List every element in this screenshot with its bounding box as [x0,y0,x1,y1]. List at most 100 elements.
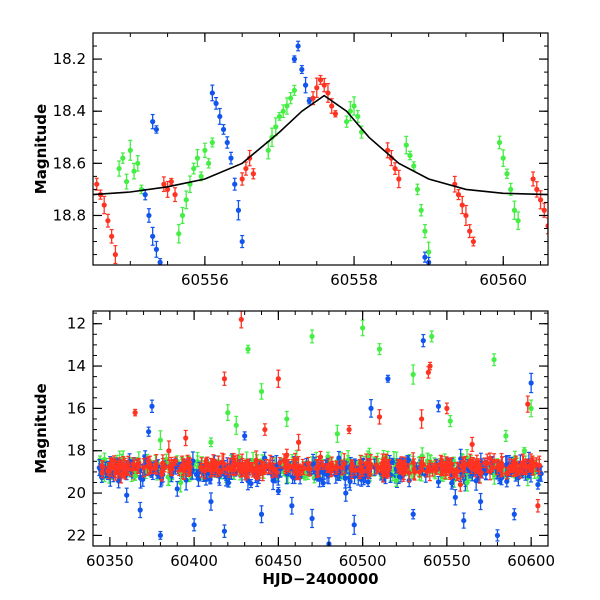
x-tick-label: 60600 [507,552,555,570]
data-point-green [422,223,428,239]
data-point-green [225,404,231,422]
data-point-red [412,463,418,481]
data-point-blue [494,529,501,542]
data-point-red [239,172,245,186]
y-axis-label: Magnitude [32,383,50,473]
y-tick-label: 18 [67,442,86,460]
data-point-red [125,461,131,476]
plot-area [93,40,548,265]
data-point-green [403,135,409,155]
data-point-red [349,461,355,480]
data-point-green [135,155,141,172]
data-point-blue [209,84,215,102]
x-tick-label: 60500 [339,552,387,570]
data-point-green [503,429,509,442]
data-point-blue [528,372,534,394]
data-point-green [347,101,353,122]
data-point-red [221,371,228,386]
data-point-red [462,455,468,474]
x-tick-label: 60400 [170,552,218,570]
data-point-red [295,433,302,451]
data-point-blue [157,258,163,265]
data-point-red [520,453,526,474]
axes: 60350 60400 60450 60500 60550 60600 12 14 16 18 20… [67,311,555,570]
data-point-green [407,150,413,161]
data-point-green [132,471,138,481]
data-point-red [183,429,189,447]
data-point-red [358,454,364,470]
data-point-red [346,425,352,435]
data-point-green [209,137,215,148]
data-point-red [536,455,542,475]
data-point-green [515,211,521,231]
data-point-red [310,91,316,106]
data-point-red [388,149,394,167]
plot-frame [92,32,549,266]
data-point-green [418,204,424,217]
x-tick-label: 60450 [255,552,303,570]
data-point-green [334,424,340,443]
data-point-red [459,195,465,215]
data-point-green [265,141,271,160]
data-point-green [157,430,164,451]
y-tick-label: 16 [67,399,86,417]
data-point-red [286,458,292,473]
data-point-red [99,467,105,479]
data-point-red [376,409,383,425]
data-point-red [321,77,327,93]
data-point-red [181,459,187,473]
data-point-red [440,467,446,476]
data-point-red [202,462,208,480]
data-point-blue [124,487,130,503]
data-point-red [262,423,268,436]
data-point-green [528,399,534,418]
data-point-red [294,464,301,481]
data-point-blue [452,489,458,506]
x-tick-label: 60350 [86,552,134,570]
data-point-red [109,228,115,244]
data-point-blue [153,125,160,134]
data-point-red [112,245,118,265]
data-point-green [504,168,510,179]
data-point-blue [535,479,541,490]
data-point-green [116,160,122,177]
data-point-red [499,456,505,475]
data-point-blue [368,399,374,418]
data-point-red [473,466,479,474]
data-point-red [400,465,406,482]
data-point-green [491,353,497,367]
data-point-red [107,458,113,471]
data-point-green [276,112,283,121]
x-axis-label: HJD−2400000 [262,570,378,588]
data-point-red [334,463,340,472]
data-point-red [341,453,347,474]
data-point-green [447,414,453,428]
data-point-green [393,473,399,487]
data-point-red [510,463,516,472]
data-point-green [410,364,416,385]
data-point-red [454,461,460,482]
data-point-red [172,187,178,203]
data-point-red [254,461,260,478]
data-point-green [127,139,133,161]
data-point-red [170,458,176,471]
data-point-red [320,460,326,470]
data-point-green [414,183,421,196]
data-point-red [168,177,174,186]
data-point-red [447,458,453,480]
data-point-red [317,74,324,85]
y-tick-label: 22 [67,526,86,544]
data-point-blue [420,333,426,348]
data-point-red [515,467,521,476]
data-point-blue [217,107,223,125]
data-point-green [123,173,130,190]
data-point-blue [295,40,301,52]
y-tick-label: 12 [67,315,86,333]
data-point-red [166,440,172,462]
data-point-blue [291,55,297,63]
data-point-blue [435,476,442,488]
data-point-red [491,453,497,470]
x-tick-label: 60556 [181,271,229,289]
data-point-red [419,409,425,429]
data-point-green [280,104,286,119]
